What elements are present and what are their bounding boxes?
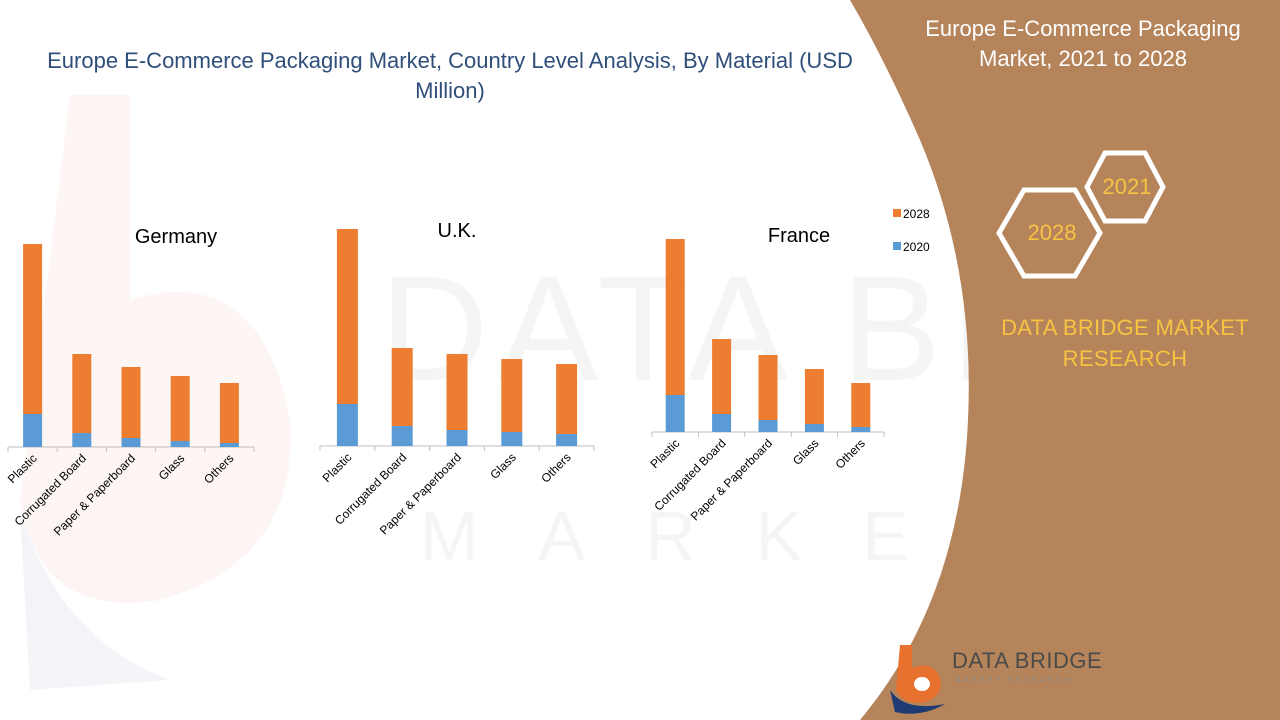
bar-2020 bbox=[446, 430, 468, 446]
legend-swatch-2028 bbox=[893, 209, 901, 217]
chart-title: France bbox=[768, 225, 830, 247]
bar-2020 bbox=[556, 434, 578, 446]
bar-2028 bbox=[501, 359, 523, 432]
bar-2020 bbox=[72, 433, 92, 447]
x-tick-label: Plastic bbox=[647, 436, 682, 471]
x-tick-label: Plastic bbox=[320, 450, 355, 485]
bar-2020 bbox=[851, 427, 871, 432]
hex-label-2028: 2028 bbox=[1027, 220, 1077, 245]
bar-2028 bbox=[851, 383, 871, 427]
bar-2020 bbox=[219, 443, 239, 447]
hexagon-2021-icon bbox=[1084, 150, 1166, 224]
bar-2028 bbox=[758, 355, 778, 420]
bar-2020 bbox=[121, 438, 141, 447]
chart-title: U.K. bbox=[438, 220, 477, 242]
legend-label-2028: 2028 bbox=[903, 207, 930, 221]
x-tick-label: Others bbox=[833, 436, 868, 471]
legend-label-2020: 2020 bbox=[903, 240, 930, 254]
x-tick-label: Glass bbox=[156, 451, 188, 483]
legend-swatch-2020 bbox=[893, 242, 901, 250]
bar-2028 bbox=[170, 376, 190, 441]
logo-name: DATA BRIDGE bbox=[952, 648, 1103, 673]
bar-2028 bbox=[219, 383, 239, 443]
bar-2020 bbox=[170, 441, 190, 447]
data-bridge-logo-icon bbox=[890, 645, 945, 714]
bar-2020 bbox=[391, 426, 413, 446]
bar-2028 bbox=[665, 239, 685, 395]
chart-title: Germany bbox=[135, 226, 217, 248]
x-tick-label: Paper & Paperboard bbox=[51, 451, 138, 538]
bar-2028 bbox=[556, 364, 578, 434]
hex-label-2021: 2021 bbox=[1102, 174, 1152, 199]
bar-2028 bbox=[72, 354, 92, 433]
bar-2028 bbox=[446, 354, 468, 430]
side-panel bbox=[850, 0, 1280, 720]
bar-2020 bbox=[804, 424, 824, 432]
bar-2028 bbox=[391, 348, 413, 426]
bar-2020 bbox=[501, 432, 523, 446]
x-tick-label: Others bbox=[538, 450, 573, 485]
bar-2028 bbox=[804, 369, 824, 424]
x-tick-label: Glass bbox=[487, 450, 519, 482]
bar-2020 bbox=[336, 404, 358, 446]
brand-name: DATA BRIDGE MARKET RESEARCH bbox=[1001, 315, 1249, 371]
x-tick-label: Glass bbox=[790, 436, 822, 468]
side-panel-title: Europe E-Commerce Packaging Market, 2021… bbox=[925, 16, 1241, 71]
x-tick-label: Paper & Paperboard bbox=[688, 436, 775, 523]
bar-2020 bbox=[665, 395, 685, 432]
bar-2020 bbox=[758, 420, 778, 432]
bar-2028 bbox=[336, 229, 358, 404]
bar-2028 bbox=[23, 244, 43, 414]
x-tick-label: Plastic bbox=[5, 451, 40, 486]
hexagon-2028-icon bbox=[996, 187, 1103, 279]
logo-subtitle: MARKET RESEARCH bbox=[955, 677, 1073, 684]
x-tick-label: Others bbox=[201, 451, 236, 486]
bar-2020 bbox=[712, 414, 732, 432]
bar-2028 bbox=[712, 339, 732, 414]
bar-2028 bbox=[121, 367, 141, 438]
chart-main-title: Europe E-Commerce Packaging Market, Coun… bbox=[47, 48, 853, 103]
bar-2020 bbox=[23, 414, 43, 447]
